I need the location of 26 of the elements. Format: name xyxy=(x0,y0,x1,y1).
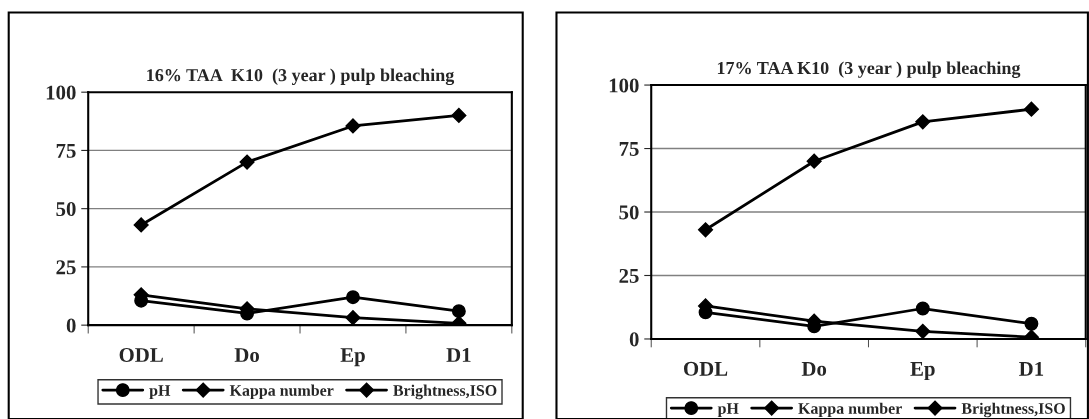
y-tick-label: 25 xyxy=(619,268,639,283)
legend-label: Brightness,ISO xyxy=(961,402,1065,418)
x-tick-label: Ep xyxy=(910,362,935,381)
legend-label: pH xyxy=(149,385,171,400)
x-tick-label: Do xyxy=(234,348,259,363)
y-tick-label: 75 xyxy=(619,142,639,156)
chart-title: 16% TAA K10 (3 year ) pulp bleaching xyxy=(147,68,455,86)
y-tick-label: 100 xyxy=(609,78,639,93)
x-tick-label: ODL xyxy=(683,361,728,376)
legend-label: pH xyxy=(717,403,739,418)
legend-label: Brightness,ISO xyxy=(393,384,497,400)
y-tick-label: 50 xyxy=(56,202,76,217)
legend-label: Kappa number xyxy=(798,402,902,418)
chart-title: 17% TAA K10 (3 year ) pulp bleaching xyxy=(717,61,1021,78)
y-tick-label: 50 xyxy=(619,205,639,220)
y-tick-label: 0 xyxy=(629,332,639,347)
y-tick-label: 75 xyxy=(56,144,76,158)
x-tick-label: Do xyxy=(801,362,827,376)
y-tick-label: 100 xyxy=(46,85,76,100)
y-tick-label: 0 xyxy=(66,318,76,333)
x-tick-label: D1 xyxy=(446,348,471,362)
x-tick-label: ODL xyxy=(119,348,163,363)
legend-label: Kappa number xyxy=(229,384,334,400)
x-tick-label: D1 xyxy=(1019,361,1044,376)
x-tick-label: Ep xyxy=(340,348,365,367)
y-tick-label: 25 xyxy=(56,260,76,275)
